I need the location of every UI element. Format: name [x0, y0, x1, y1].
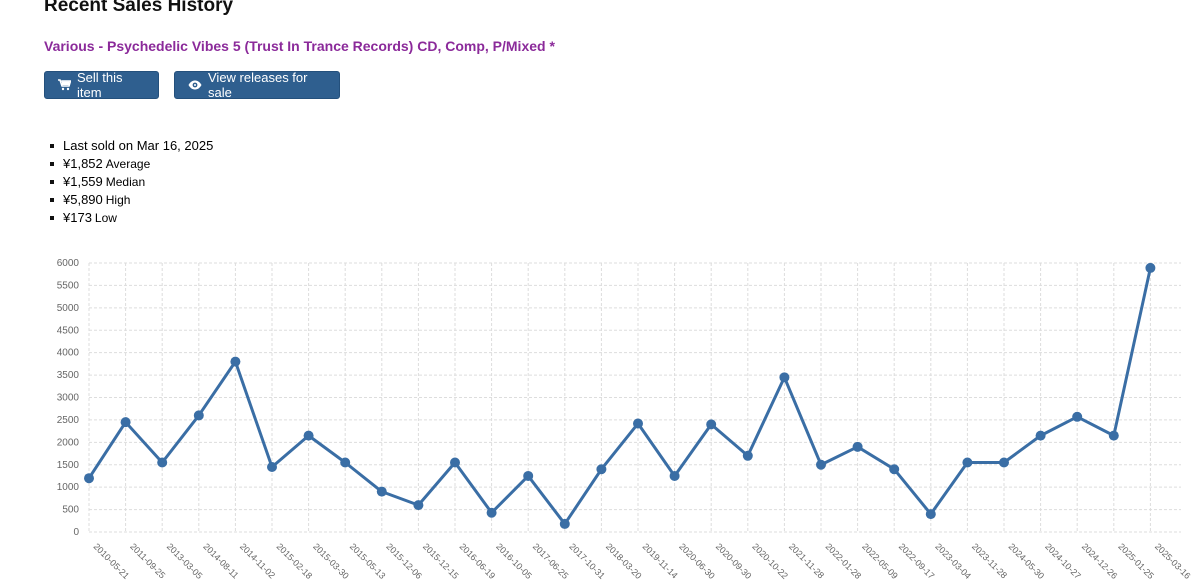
- sale-point: [669, 470, 680, 481]
- stat-high: ¥5,890 High: [50, 191, 216, 209]
- x-tick-label: 2024-12-26: [1080, 541, 1120, 581]
- y-tick-label: 4500: [57, 325, 80, 336]
- sale-point: [852, 441, 863, 452]
- x-tick-label: 2024-05-30: [1007, 541, 1047, 581]
- stat-median: ¥1,559 Median: [50, 173, 216, 191]
- y-tick-label: 3000: [57, 393, 80, 404]
- y-tick-label: 6000: [57, 258, 80, 269]
- page-title: Recent Sales History: [44, 0, 234, 16]
- sales-line: [87, 267, 1152, 526]
- y-tick-label: 5500: [57, 280, 80, 291]
- cart-icon: [58, 79, 71, 91]
- x-tick-label: 2014-11-02: [238, 541, 277, 580]
- sale-point: [230, 356, 241, 367]
- sale-point: [120, 417, 131, 428]
- y-tick-label: 1000: [57, 482, 80, 493]
- sale-point: [1108, 430, 1119, 441]
- x-tick-label: 2022-05-09: [860, 541, 900, 581]
- release-title[interactable]: Various - Psychedelic Vibes 5 (Trust In …: [44, 38, 555, 54]
- sale-point: [962, 457, 973, 468]
- sale-point: [779, 372, 790, 383]
- x-tick-label: 2013-03-05: [165, 541, 205, 581]
- sale-point: [1035, 430, 1046, 441]
- x-tick-label: 2020-06-30: [677, 541, 717, 581]
- sale-point: [999, 457, 1009, 468]
- view-releases-button[interactable]: View releases for sale: [174, 70, 340, 100]
- x-tick-label: 2025-01-25: [1116, 541, 1156, 581]
- x-tick-label: 2022-09-17: [897, 541, 937, 581]
- x-tick-label: 2024-10-27: [1043, 541, 1083, 581]
- x-tick-label: 2020-10-22: [750, 541, 790, 581]
- y-tick-label: 2500: [57, 415, 80, 426]
- stat-last-sold: Last sold on Mar 16, 2025: [50, 137, 216, 155]
- sale-point: [267, 461, 277, 472]
- x-tick-label: 2019-11-14: [641, 541, 680, 580]
- sales-stats: Last sold on Mar 16, 2025 ¥1,852 Average …: [50, 137, 216, 227]
- eye-icon: [188, 80, 202, 90]
- y-tick-label: 500: [62, 505, 79, 516]
- sale-point: [376, 486, 387, 497]
- x-tick-label: 2023-11-28: [970, 541, 1009, 580]
- sale-point: [523, 470, 534, 481]
- sale-point: [706, 419, 717, 430]
- sale-point: [340, 457, 351, 468]
- sell-item-button[interactable]: Sell this item: [44, 70, 159, 100]
- x-tick-label: 2015-12-15: [421, 541, 461, 581]
- sale-point: [450, 457, 460, 468]
- view-releases-label: View releases for sale: [208, 70, 308, 100]
- sale-point: [559, 518, 570, 529]
- sale-point: [193, 410, 204, 421]
- sale-point: [633, 418, 643, 429]
- x-tick-label: 2020-09-30: [714, 541, 754, 581]
- x-tick-label: 2015-12-06: [384, 541, 424, 581]
- x-tick-label: 2025-03-16: [1153, 541, 1193, 581]
- sale-point: [1072, 411, 1083, 422]
- x-tick-label: 2022-01-28: [824, 541, 864, 581]
- y-tick-label: 2000: [57, 437, 80, 448]
- sale-point: [742, 450, 753, 461]
- sale-point: [925, 509, 936, 520]
- sale-point: [816, 459, 826, 470]
- stat-low: ¥173 Low: [50, 209, 216, 227]
- x-tick-label: 2011-09-25: [128, 541, 167, 580]
- x-tick-label: 2015-05-13: [348, 541, 388, 581]
- sale-point: [486, 507, 497, 518]
- x-tick-label: 2014-08-11: [201, 541, 240, 580]
- sale-point: [413, 500, 424, 511]
- x-tick-label: 2017-06-25: [531, 541, 571, 581]
- stat-average: ¥1,852 Average: [50, 155, 216, 173]
- x-tick-label: 2018-03-20: [604, 541, 644, 581]
- x-tick-label: 2023-03-04: [933, 541, 973, 581]
- x-tick-label: 2015-02-18: [275, 541, 315, 581]
- sale-point: [84, 473, 94, 484]
- x-tick-label: 2021-11-28: [787, 541, 826, 580]
- y-tick-label: 1500: [57, 460, 80, 471]
- y-tick-label: 3500: [57, 370, 80, 381]
- x-tick-label: 2016-06-19: [458, 541, 498, 581]
- sale-point: [1145, 262, 1156, 273]
- y-tick-label: 4000: [57, 348, 80, 359]
- x-tick-label: 2016-10-05: [494, 541, 534, 581]
- sell-item-label: Sell this item: [77, 70, 123, 100]
- sale-point: [596, 464, 607, 475]
- sale-point: [303, 430, 314, 441]
- y-tick-label: 5000: [57, 303, 80, 314]
- y-tick-label: 0: [73, 527, 79, 538]
- x-tick-label: 2015-03-30: [311, 541, 351, 581]
- x-tick-label: 2017-10-31: [567, 541, 607, 581]
- sale-point: [889, 464, 900, 475]
- sale-point: [157, 457, 168, 468]
- x-tick-label: 2010-05-21: [92, 541, 132, 581]
